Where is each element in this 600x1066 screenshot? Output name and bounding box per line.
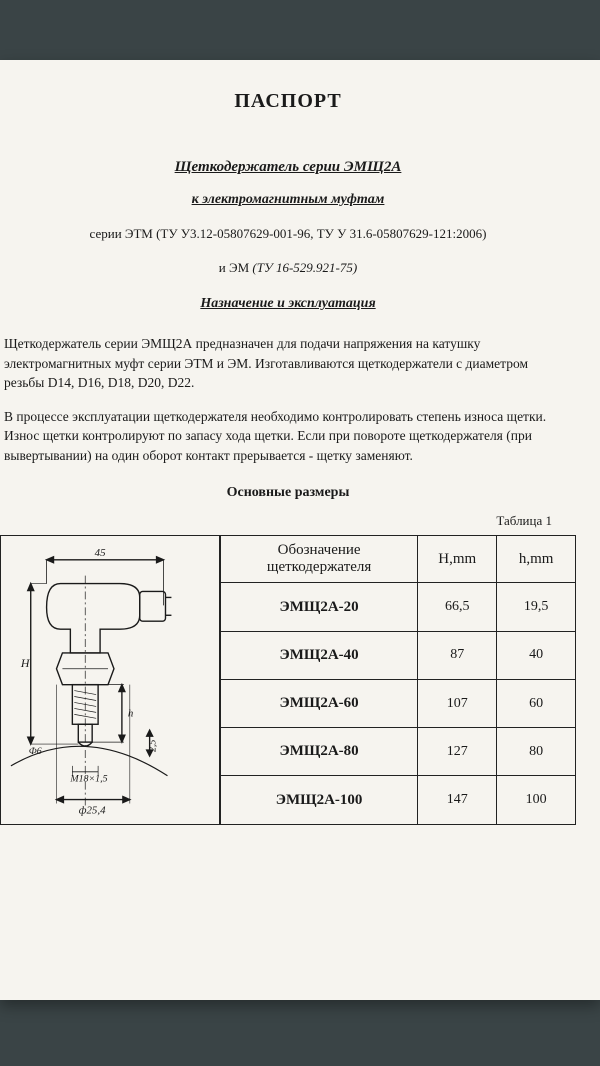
col-designation: Обозначение щеткодержателя	[221, 536, 418, 583]
paragraph-2: В процессе эксплуатации щеткодержателя н…	[0, 407, 576, 466]
cell: 19,5	[497, 583, 576, 631]
em-line: и ЭМ (ТУ 16-529.921-75)	[0, 260, 576, 276]
cell: ЭМЩ2А-60	[221, 679, 418, 727]
svg-text:Ф6: Ф6	[29, 746, 42, 757]
cell: ЭМЩ2А-40	[221, 631, 418, 679]
em-prefix: и ЭМ	[219, 260, 253, 275]
paragraph-1: Щеткодержатель серии ЭМЩ2А предназначен …	[0, 334, 576, 393]
cell: ЭМЩ2А-80	[221, 728, 418, 776]
cell: 147	[418, 776, 497, 824]
col-h: h,mm	[497, 536, 576, 583]
cell: 100	[497, 776, 576, 824]
table-header-row: Обозначение щеткодержателя H,mm h,mm	[221, 536, 576, 583]
dimensions-heading: Основные размеры	[0, 485, 576, 501]
table-label: Таблица 1	[0, 513, 552, 529]
svg-text:h: h	[128, 708, 133, 720]
table-row: ЭМЩ2А-80 127 80	[221, 728, 576, 776]
cell: ЭМЩ2А-100	[221, 776, 418, 824]
series-line: серии ЭТМ (ТУ У3.12-05807629-001-96, ТУ …	[0, 226, 576, 242]
table-row: ЭМЩ2А-100 147 100	[221, 776, 576, 824]
table-body: ЭМЩ2А-20 66,5 19,5 ЭМЩ2А-40 87 40 ЭМЩ2А-…	[221, 583, 576, 824]
cell: ЭМЩ2А-20	[221, 583, 418, 631]
heading-product: Щеткодержатель серии ЭМЩ2А	[0, 159, 576, 176]
cell: 80	[497, 728, 576, 776]
diagram-box: 45	[0, 535, 220, 824]
svg-text:H: H	[20, 656, 31, 670]
cell: 40	[497, 631, 576, 679]
em-spec: (ТУ 16-529.921-75)	[252, 260, 357, 275]
brush-holder-diagram: 45	[1, 536, 219, 823]
svg-text:М18×1,5: М18×1,5	[69, 774, 107, 785]
heading-for: к электромагнитным муфтам	[0, 192, 576, 208]
table-row: ЭМЩ2А-60 107 60	[221, 679, 576, 727]
document-page: ПАСПОРТ Щеткодержатель серии ЭМЩ2А к эле…	[0, 60, 600, 1000]
table-row: ЭМЩ2А-20 66,5 19,5	[221, 583, 576, 631]
dimensions-table: Обозначение щеткодержателя H,mm h,mm ЭМЩ…	[220, 535, 576, 824]
cell: 87	[418, 631, 497, 679]
svg-text:45: 45	[95, 547, 106, 559]
cell: 107	[418, 679, 497, 727]
table-wrap: 45	[0, 535, 576, 824]
svg-text:2,5: 2,5	[148, 740, 159, 752]
cell: 127	[418, 728, 497, 776]
section-heading: Назначение и эксплуатация	[0, 296, 576, 312]
cell: 60	[497, 679, 576, 727]
col-H: H,mm	[418, 536, 497, 583]
doc-title: ПАСПОРТ	[0, 90, 576, 113]
cell: 66,5	[418, 583, 497, 631]
svg-text:ф25,4: ф25,4	[79, 805, 106, 817]
table-row: ЭМЩ2А-40 87 40	[221, 631, 576, 679]
